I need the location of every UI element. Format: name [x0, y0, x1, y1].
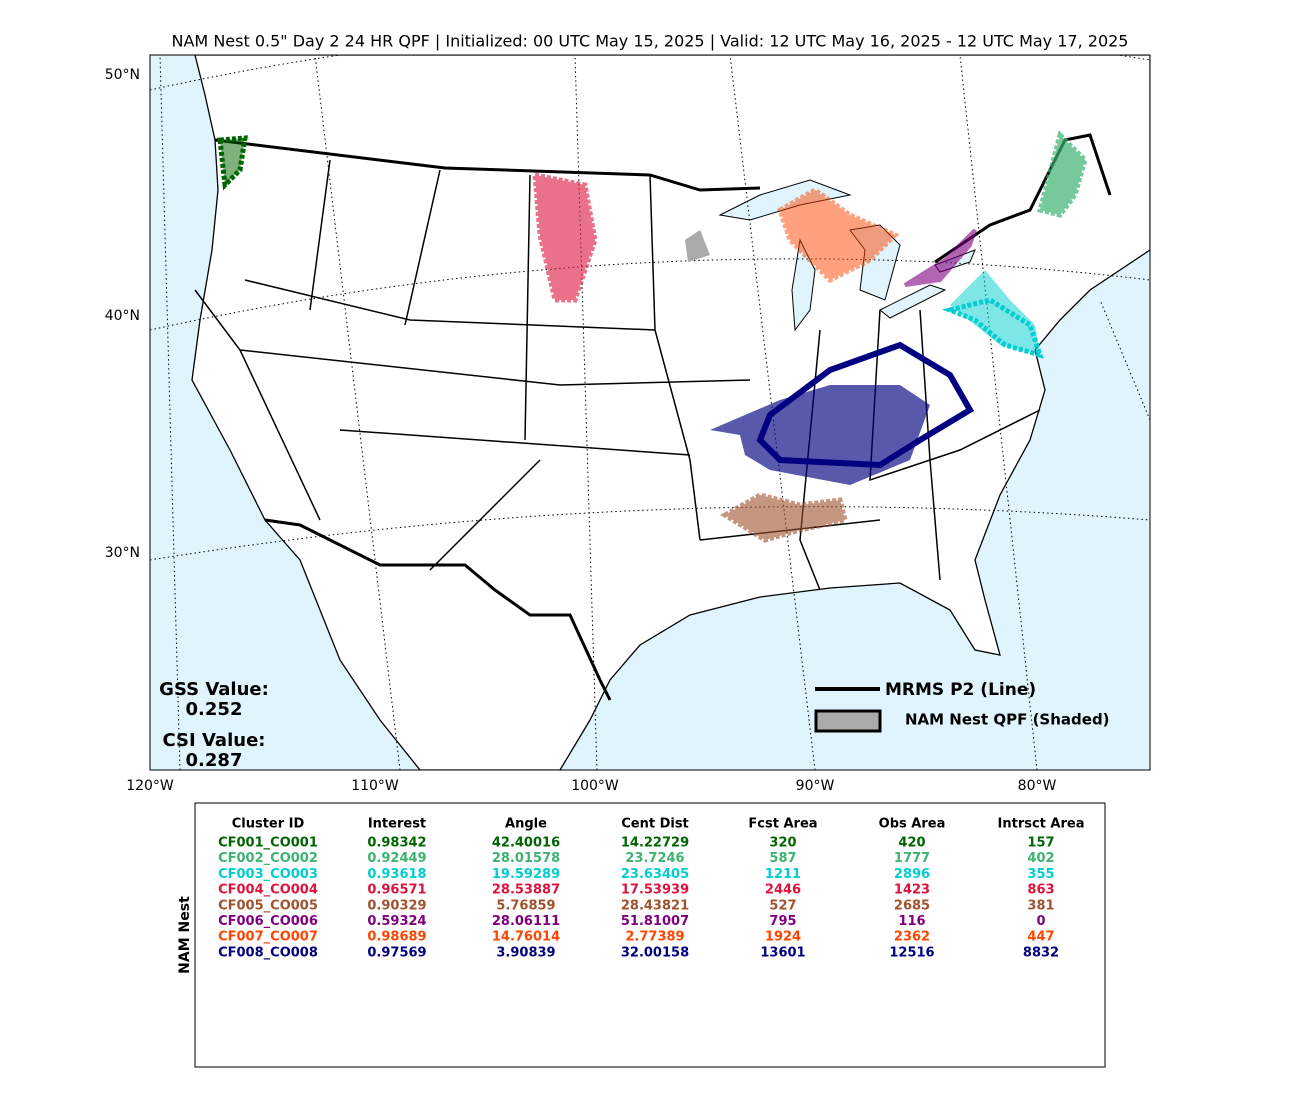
- table-cell: 14.22729: [621, 836, 689, 851]
- table-cell: 447: [1027, 930, 1054, 945]
- table-cell: 28.01578: [492, 851, 560, 866]
- legend-label: NAM Nest QPF (Shaded): [905, 711, 1110, 729]
- table-cell: 19.59289: [492, 867, 560, 882]
- clusters: [217, 130, 1088, 543]
- score-value: 0.252: [186, 699, 243, 720]
- table-cell: 0.96571: [367, 883, 426, 898]
- table-cell: 23.7246: [625, 851, 684, 866]
- table-cell: 0: [1036, 914, 1045, 929]
- table-cell: 527: [769, 898, 796, 913]
- table-header: Interest: [368, 817, 426, 832]
- table-cell: 355: [1027, 867, 1054, 882]
- table-cell: 51.81007: [621, 914, 689, 929]
- table-header: Intrsct Area: [998, 817, 1085, 832]
- table-header: Obs Area: [879, 817, 946, 832]
- table-cell: CF005_CO005: [218, 898, 318, 913]
- border: [264, 518, 612, 701]
- table-cell: 420: [898, 836, 925, 851]
- title: NAM Nest 0.5" Day 2 24 HR QPF | Initiali…: [172, 32, 1129, 51]
- lon-label: 120°W: [126, 778, 174, 794]
- lon-label: 110°W: [351, 778, 399, 794]
- table-cell: 28.53887: [492, 883, 560, 898]
- table-cell: 42.40016: [492, 836, 560, 851]
- table-cell: 2.77389: [625, 930, 684, 945]
- table-header: Cluster ID: [232, 817, 305, 832]
- lat-label: 30°N: [105, 545, 140, 561]
- table-cell: 0.98689: [367, 930, 426, 945]
- table-cell: 8832: [1023, 945, 1059, 960]
- table-cell: CF006_CO006: [218, 914, 318, 929]
- table-cell: 17.53939: [621, 883, 689, 898]
- table-cell: 1211: [765, 867, 801, 882]
- table-cell: 0.59324: [367, 914, 426, 929]
- table-cell: 2896: [894, 867, 930, 882]
- table-cell: 1423: [894, 883, 930, 898]
- table-cell: CF003_CO003: [218, 867, 318, 882]
- table-cell: 0.90329: [367, 898, 426, 913]
- table-cell: 402: [1027, 851, 1054, 866]
- table-cell: CF002_CO002: [218, 851, 318, 866]
- table-cell: 157: [1027, 836, 1054, 851]
- table-cell: 116: [898, 914, 925, 929]
- table-cell: 2362: [894, 930, 930, 945]
- table-header: Cent Dist: [621, 817, 689, 832]
- table-cell: CF004_CO004: [218, 883, 318, 898]
- table-cell: 381: [1027, 898, 1054, 913]
- table-cell: 2685: [894, 898, 930, 913]
- table-cell: 587: [769, 851, 796, 866]
- table-cell: 863: [1027, 883, 1054, 898]
- frame: [149, 54, 1151, 771]
- lon-label: 90°W: [796, 778, 835, 794]
- table-header: Angle: [505, 817, 547, 832]
- table-header: Fcst Area: [748, 817, 817, 832]
- table-frame: [194, 802, 1106, 1068]
- table-cell: 14.76014: [492, 930, 560, 945]
- score-label: GSS Value:: [159, 679, 269, 700]
- table-cell: 320: [769, 836, 796, 851]
- table-cell: 28.06111: [492, 914, 560, 929]
- table-cell: 0.97569: [367, 945, 426, 960]
- table-cell: 1924: [765, 930, 801, 945]
- lat-label: 40°N: [105, 308, 140, 324]
- lon-label: 100°W: [571, 778, 619, 794]
- table-cell: 28.43821: [621, 898, 689, 913]
- land: [191, 55, 1150, 770]
- table-cell: 1777: [894, 851, 930, 866]
- table-cell: 795: [769, 914, 796, 929]
- table-cell: CF008_CO008: [218, 945, 318, 960]
- lon-label: 80°W: [1018, 778, 1057, 794]
- table-cell: 0.93618: [367, 867, 426, 882]
- score-value: 0.287: [186, 750, 243, 771]
- lake-erie: [879, 284, 947, 319]
- table-cell: 23.63405: [621, 867, 689, 882]
- table-cell: 2446: [765, 883, 801, 898]
- table-cell: 5.76859: [496, 898, 555, 913]
- table-cell: CF007_CO007: [218, 930, 318, 945]
- table-side-label: NAM Nest: [177, 896, 193, 974]
- table-cell: 12516: [889, 945, 934, 960]
- map: MRMS P2 (Line) NAM Nest QPF (Shaded): [149, 54, 1151, 771]
- table-cell: 0.92449: [367, 851, 426, 866]
- legend-swatch: [814, 709, 882, 733]
- score-label: CSI Value:: [163, 730, 266, 751]
- table-cell: 0.98342: [367, 836, 426, 851]
- table-cell: 32.00158: [621, 945, 689, 960]
- table-cell: 3.90839: [496, 945, 555, 960]
- table-cell: CF001_CO001: [218, 836, 318, 851]
- legend-label: MRMS P2 (Line): [885, 680, 1036, 700]
- table-cell: 13601: [760, 945, 805, 960]
- lat-label: 50°N: [105, 67, 140, 83]
